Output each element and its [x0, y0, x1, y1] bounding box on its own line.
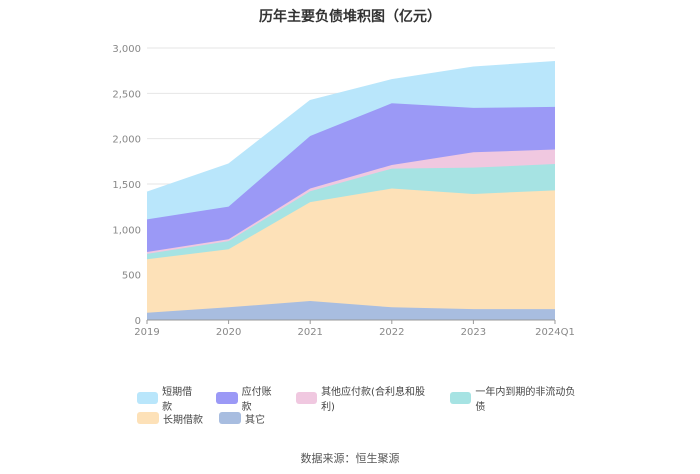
legend-item-other-payables[interactable]: 其他应付款(合利息和股利)	[295, 383, 434, 413]
y-tick-label: 2,000	[112, 135, 141, 146]
legend-item-noncurrent-due[interactable]: 一年内到期的非流动负债	[450, 383, 581, 413]
legend-label: 应付账款	[241, 387, 272, 413]
y-tick-label: 3,000	[112, 44, 141, 55]
y-tick-label: 2,500	[112, 89, 141, 100]
area-other	[147, 300, 555, 320]
x-tick-label: 2022	[379, 327, 404, 338]
legend-swatch	[137, 392, 159, 404]
x-tick-label: 2020	[216, 327, 241, 338]
legend-label: 其它	[245, 414, 265, 426]
x-tick-label: 2021	[297, 327, 322, 338]
area-edge-short-borrowing	[146, 61, 556, 193]
legend-swatch	[216, 392, 238, 404]
legend-swatch	[295, 392, 318, 404]
legend-swatch	[219, 412, 241, 424]
legend-item-long-borrowing[interactable]: 长期借款	[137, 411, 203, 426]
legend-label: 其他应付款(合利息和股利)	[321, 387, 425, 413]
y-tick-label: 1,500	[112, 180, 141, 191]
area-accounts-payable	[147, 103, 555, 252]
legend-row: 长期借款 其它	[137, 408, 597, 428]
legend-item-other[interactable]: 其它	[219, 411, 265, 426]
legend-swatch	[450, 392, 472, 404]
y-tick-label: 1,000	[112, 225, 141, 236]
area-long-borrowing	[147, 188, 555, 313]
legend-label: 一年内到期的非流动负债	[475, 387, 576, 413]
y-tick-label: 0	[135, 316, 141, 327]
legend-swatch	[137, 412, 159, 424]
legend-label: 长期借款	[163, 414, 203, 426]
legend-label: 短期借款	[162, 387, 193, 413]
x-tick-label: 2023	[461, 327, 486, 338]
area-noncurrent-due	[147, 164, 555, 260]
y-tick-label: 500	[122, 271, 141, 282]
legend-item-accounts-payable[interactable]: 应付账款	[216, 383, 279, 413]
x-tick-label: 2019	[134, 327, 159, 338]
legend-row: 短期借款 应付账款 其他应付款(合利息和股利) 一年内到期的非流动负债	[137, 387, 597, 413]
x-tick-label: 2024Q1	[535, 327, 575, 338]
legend: 短期借款 应付账款 其他应付款(合利息和股利) 一年内到期的非流动负债 长期借款…	[137, 387, 597, 428]
legend-item-short-borrowing[interactable]: 短期借款	[137, 383, 200, 413]
area-short-borrowing	[147, 61, 555, 220]
data-source: 数据来源：恒生聚源	[300, 452, 400, 465]
area-other-payables	[147, 149, 555, 254]
chart-title: 历年主要负债堆积图（亿元）	[259, 9, 441, 25]
